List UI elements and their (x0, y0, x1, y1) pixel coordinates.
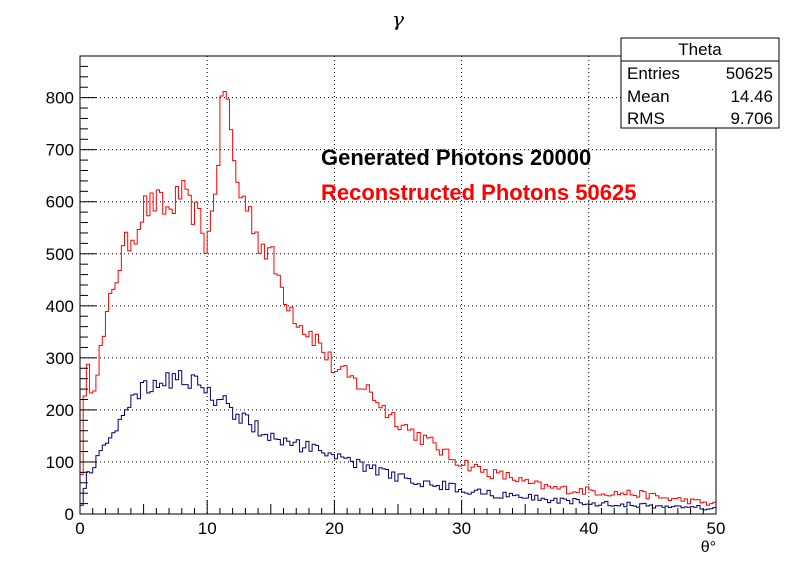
stats-value-mean: 14.46 (730, 87, 773, 106)
chart-title: γ (392, 7, 404, 31)
axis-ticks (79, 55, 717, 515)
stats-title: Theta (678, 40, 722, 59)
x-tick-label: 30 (452, 519, 471, 538)
y-tick-label: 300 (46, 349, 74, 368)
x-tick-label: 0 (75, 519, 84, 538)
x-tick-label: 50 (707, 519, 726, 538)
x-tick-label: 40 (579, 519, 598, 538)
annotation-generated: Generated Photons 20000 (321, 145, 591, 170)
y-tick-label: 700 (46, 141, 74, 160)
annotation-reconstructed: Reconstructed Photons 50625 (321, 180, 636, 205)
series-reconstructed-histogram (79, 91, 717, 514)
stats-label-entries: Entries (627, 64, 680, 83)
y-tick-label: 200 (46, 401, 74, 420)
stats-label-mean: Mean (627, 87, 670, 106)
series-generated-histogram (79, 370, 717, 514)
grid-lines (80, 56, 716, 514)
y-tick-label: 600 (46, 193, 74, 212)
series-layer (79, 91, 717, 514)
y-tick-label: 0 (65, 505, 74, 524)
y-tick-label: 100 (46, 453, 74, 472)
y-tick-label: 500 (46, 245, 74, 264)
y-tick-label: 400 (46, 297, 74, 316)
x-tick-label: 20 (325, 519, 344, 538)
x-axis-title: θ° (701, 539, 716, 556)
x-tick-label: 10 (198, 519, 217, 538)
y-tick-label: 800 (46, 89, 74, 108)
stats-value-entries: 50625 (726, 64, 773, 83)
stats-value-rms: 9.706 (730, 109, 773, 128)
stats-box: Theta Entries 50625 Mean 14.46 RMS 9.706 (620, 37, 780, 129)
stats-label-rms: RMS (627, 109, 665, 128)
